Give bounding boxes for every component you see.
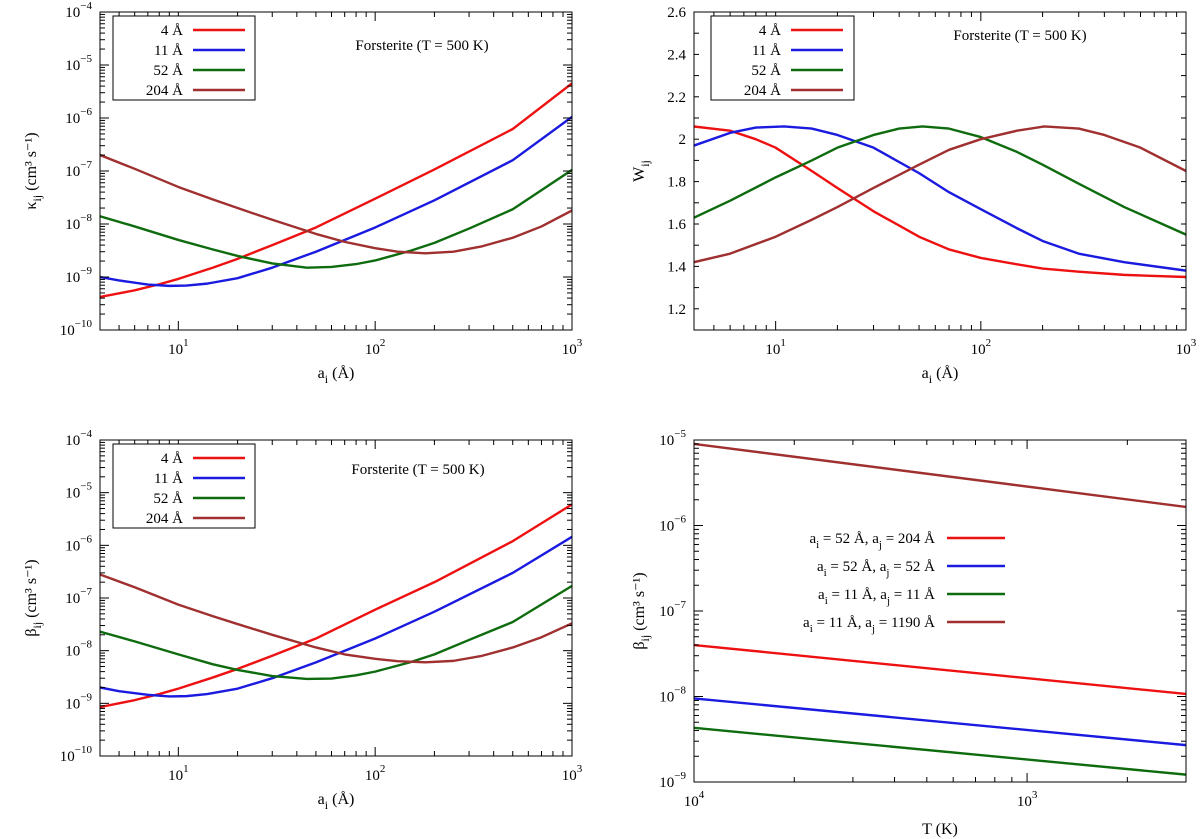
y-tick-label: 10−5 (65, 53, 92, 74)
x-tick-label: 103 (1176, 337, 1197, 358)
x-tick-label: 102 (365, 763, 386, 784)
y-tick-label: 10−9 (65, 691, 92, 712)
series-line-4 (100, 573, 572, 664)
x-tick-label: 101 (765, 337, 786, 358)
series-line-4 (694, 442, 1186, 509)
y-tick-label: 2 (679, 132, 687, 148)
legend-entry-label: 4 Å (759, 23, 781, 39)
legend-entry-label: ai = 11 Å, aj = 1190 Å (803, 615, 935, 635)
legend-entry-label: 11 Å (154, 471, 183, 487)
series-line-1 (694, 643, 1186, 696)
legend-entry-label: 52 Å (153, 491, 183, 507)
series-line-1 (100, 503, 572, 709)
legend-entry-label: 52 Å (153, 63, 183, 79)
legend-entry-label: 11 Å (154, 43, 183, 59)
y-tick-label: 10−5 (659, 428, 686, 449)
legend-entry-label: 4 Å (161, 451, 183, 467)
series-line-3 (694, 726, 1186, 776)
y-tick-label: 1.4 (667, 259, 686, 275)
legend-entry-label: 204 Å (146, 83, 183, 99)
y-tick-label: 1.2 (667, 302, 686, 318)
x-tick-label: 102 (971, 337, 992, 358)
series-line-3 (100, 168, 572, 269)
x-tick-label: 102 (365, 337, 386, 358)
y-tick-label: 10−7 (65, 586, 92, 607)
legend: 4 Å 11 Å 52 Å 204 Å (112, 443, 256, 529)
legend-entry-label: ai = 11 Å, aj = 11 Å (818, 587, 935, 607)
x-axis-label: ai (Å) (318, 790, 355, 812)
panel-br: 104 103 10−9 10−8 10−7 10−6 10−5 T (K) βij (cm³ … (631, 428, 1187, 838)
y-tick-label: 10−8 (65, 212, 92, 233)
y-tick-label: 10−5 (65, 481, 92, 502)
x-tick-label: 103 (562, 337, 583, 358)
y-tick-label: 2.2 (667, 90, 686, 106)
y-tick-label: 10−9 (65, 265, 92, 286)
series-line-2 (100, 535, 572, 698)
legend-entry-label: ai = 52 Å, aj = 52 Å (817, 559, 935, 579)
series-line-2 (694, 697, 1186, 747)
y-tick-label: 10−6 (659, 514, 686, 535)
legend-entry-label: 204 Å (744, 83, 781, 99)
y-axis-label: βij (cm³ s⁻¹) (631, 572, 652, 649)
x-axis-label: T (K) (922, 821, 958, 838)
plot-frame (693, 439, 1187, 783)
legend-entry-label: ai = 52 Å, aj = 204 Å (809, 531, 935, 551)
panel-tl: 101 102 103 10−10 10−9 10−8 10−7 10−6 10−5 10−4 ai… (23, 0, 583, 386)
y-tick-label: 10−6 (65, 533, 92, 554)
x-axis-label: ai (Å) (922, 364, 959, 386)
y-tick-label: 10−6 (65, 106, 92, 127)
panel-bl: 101 102 103 10−10 10−9 10−8 10−7 10−6 10−5 10−4 ai… (23, 428, 583, 812)
panel-annotation: Forsterite (T = 500 K) (953, 28, 1086, 44)
x-tick-label: 104 (684, 789, 705, 810)
y-tick-label: 10−10 (60, 318, 93, 339)
y-tick-label: 10−4 (65, 428, 92, 449)
y-tick-label: 10−8 (65, 639, 92, 660)
y-tick-label: 1.6 (667, 217, 686, 233)
panel-tr: 101 102 103 1.2 1.4 1.6 1.8 2 2.2 2.4 2.6 ai (Å) Wij… (631, 5, 1197, 386)
legend: 4 Å 11 Å 52 Å 204 Å (710, 15, 855, 101)
series-line-2 (100, 115, 572, 288)
series-line-4 (100, 153, 572, 255)
legend: 4 Å 11 Å 52 Å 204 Å (112, 15, 256, 101)
y-tick-label: 10−8 (659, 685, 686, 706)
y-tick-label: 1.8 (667, 175, 686, 191)
legend-entry-label: 4 Å (161, 23, 183, 39)
series-line-1 (100, 82, 572, 299)
x-tick-label: 103 (562, 763, 583, 784)
legend: ai = 52 Å, aj = 204 Å ai = 52 Å, aj = 52 … (803, 531, 1005, 635)
y-tick-label: 10−7 (659, 599, 686, 620)
x-axis-label: ai (Å) (318, 364, 355, 386)
y-axis-label: Wij (631, 160, 652, 182)
legend-entry-label: 11 Å (752, 43, 781, 59)
y-tick-label: 10−9 (659, 770, 686, 791)
series-line-3 (694, 125, 1186, 236)
series-line-3 (100, 584, 572, 681)
panel-annotation: Forsterite (T = 500 K) (355, 38, 488, 54)
legend-entry-label: 52 Å (751, 63, 781, 79)
y-tick-label: 2.4 (667, 47, 686, 63)
y-tick-label: 10−10 (60, 744, 93, 765)
series-line-2 (694, 125, 1186, 272)
x-tick-label: 101 (168, 763, 189, 784)
plot-frame (693, 11, 1187, 331)
panel-annotation: Forsterite (T = 500 K) (351, 462, 484, 478)
y-tick-label: 2.6 (667, 5, 686, 21)
x-tick-label: 101 (168, 337, 189, 358)
y-axis-label: κij (cm³ s⁻¹) (23, 132, 44, 209)
x-tick-label: 103 (1017, 789, 1038, 810)
legend-entry-label: 204 Å (146, 511, 183, 527)
series-line-1 (694, 125, 1186, 279)
y-tick-label: 10−4 (65, 0, 92, 21)
series-line-4 (694, 125, 1186, 264)
y-tick-label: 10−7 (65, 159, 92, 180)
y-axis-label: βij (cm³ s⁻¹) (23, 559, 44, 636)
